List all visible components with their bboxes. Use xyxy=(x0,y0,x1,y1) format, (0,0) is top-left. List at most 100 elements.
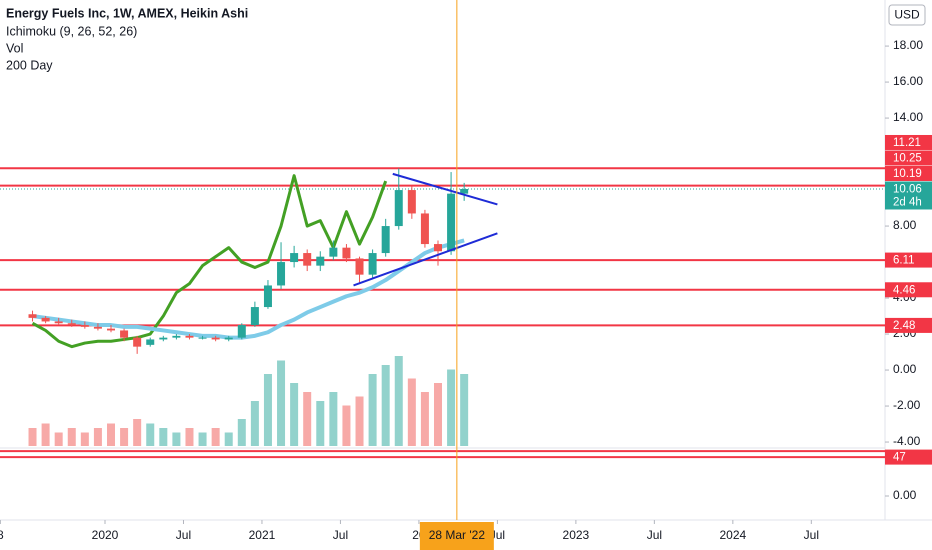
candle-body xyxy=(290,253,299,263)
price-label-box xyxy=(885,150,932,166)
legend-item: Vol xyxy=(6,41,23,55)
indicator-line xyxy=(31,174,388,349)
volume-bar xyxy=(277,360,286,446)
y-tick-label: 14.00 xyxy=(893,110,923,124)
volume-bar xyxy=(224,432,233,446)
x-tick-label: 2024 xyxy=(719,528,746,542)
volume-bar xyxy=(28,428,37,446)
volume-bar xyxy=(198,432,207,446)
candle-body xyxy=(237,325,246,338)
volume-bar xyxy=(355,396,364,446)
candle-body xyxy=(133,337,142,347)
volume-bar xyxy=(250,401,259,446)
volume-bar xyxy=(342,405,351,446)
x-tick-label: Jul xyxy=(804,528,819,542)
price-label: 2.48 xyxy=(893,320,915,332)
price-label-box xyxy=(885,317,932,333)
candle-body xyxy=(368,253,377,275)
x-tick-label: 2021 xyxy=(249,528,276,542)
legend-item: Ichimoku (9, 26, 52, 26) xyxy=(6,24,137,38)
candle-body xyxy=(394,190,403,227)
price-label: 11.21 xyxy=(893,137,921,149)
y-tick-label: -4.00 xyxy=(893,434,921,448)
x-tick-label: 8 xyxy=(0,528,4,542)
candle-body xyxy=(316,256,325,266)
price-label-box xyxy=(885,252,932,268)
candle-body xyxy=(381,226,390,254)
candle-body xyxy=(80,325,89,327)
volume-bar xyxy=(447,369,456,446)
chart-title: Energy Fuels Inc, 1W, AMEX, Heikin Ashi xyxy=(6,6,248,20)
price-label: 10.25 xyxy=(893,153,922,165)
candle-body xyxy=(303,253,312,266)
x-tick-label: 2023 xyxy=(563,528,590,542)
x-tick-label: Jul xyxy=(333,528,348,542)
candle-body xyxy=(198,337,207,339)
price-label-box xyxy=(885,134,932,150)
volume-bar xyxy=(420,392,429,446)
volume-bar xyxy=(107,423,115,446)
candle-body xyxy=(250,307,259,326)
currency[interactable]: USD xyxy=(894,8,920,22)
volume-bar xyxy=(93,428,102,446)
candle-body xyxy=(146,339,155,345)
candle-body xyxy=(434,244,442,252)
volume-bar xyxy=(172,432,181,446)
x-tick-label: Jul xyxy=(647,528,662,542)
crosshair-label: 28 Mar '22 xyxy=(429,528,486,542)
candle-body xyxy=(224,337,233,340)
volume-bar xyxy=(120,428,129,446)
volume-bar xyxy=(146,423,155,446)
candle-body xyxy=(28,314,37,318)
crosshair-label-box xyxy=(419,522,494,550)
indicator-line xyxy=(32,238,465,340)
candle-body xyxy=(67,323,76,326)
volume-bar xyxy=(290,383,299,446)
y-tick-label: -2.00 xyxy=(893,398,921,412)
volume-bar xyxy=(368,374,377,446)
currency-button[interactable] xyxy=(888,4,926,26)
level-label-box xyxy=(885,449,932,465)
candle-body xyxy=(41,317,50,322)
price-label: 10.19 xyxy=(893,168,922,180)
volume-bar xyxy=(159,428,168,446)
volume-bar xyxy=(329,392,338,446)
candle-body xyxy=(420,213,429,245)
candle-body xyxy=(211,337,220,340)
level-label: 47 xyxy=(893,452,906,464)
volume-bar xyxy=(316,401,325,446)
y-tick-label: 8.00 xyxy=(893,218,917,232)
volume-bar xyxy=(263,374,272,446)
volume-bar xyxy=(67,428,76,446)
volume-bar xyxy=(41,423,50,446)
volume-bar xyxy=(434,383,442,446)
candle-body xyxy=(93,326,102,329)
y-tick-label: 18.00 xyxy=(893,38,923,52)
marks xyxy=(0,0,885,520)
candle-body xyxy=(159,337,168,340)
price-label: 4.46 xyxy=(893,284,915,296)
candle-body xyxy=(54,321,63,324)
price-label: 10.06 xyxy=(893,184,922,196)
candle-body xyxy=(277,262,286,286)
price-label: 6.11 xyxy=(893,255,915,267)
volume-bar xyxy=(394,356,403,446)
volume-bar xyxy=(407,378,416,446)
y-tick-label: 0.00 xyxy=(893,362,917,376)
y-tick-label: 16.00 xyxy=(893,74,923,88)
y-tick-label: 0.00 xyxy=(893,488,917,502)
candle-body xyxy=(407,190,416,214)
candle-body xyxy=(172,335,181,338)
x-tick-label: 2020 xyxy=(92,528,119,542)
candle-body xyxy=(447,193,456,252)
price-label-box xyxy=(885,181,932,210)
volume-bar xyxy=(185,428,194,446)
candle-body xyxy=(342,247,351,259)
candle-body xyxy=(460,188,469,194)
volume-bar xyxy=(54,432,63,446)
candle-body xyxy=(120,330,129,338)
candle-body xyxy=(355,258,364,275)
volume-bar xyxy=(381,365,390,446)
